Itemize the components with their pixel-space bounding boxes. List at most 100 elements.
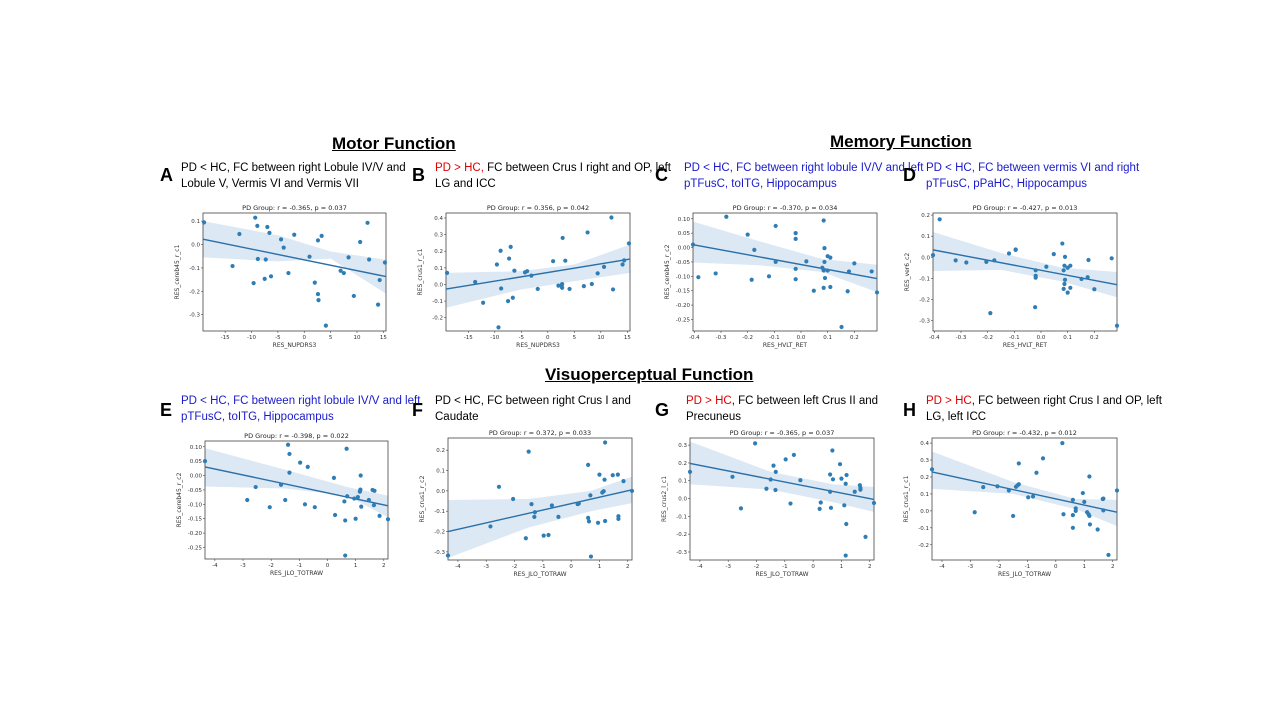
data-point xyxy=(298,460,303,465)
data-point xyxy=(267,505,272,510)
connection-description: , FC between left Crus II and Precuneus xyxy=(686,395,879,423)
y-tick-label: 0.05 xyxy=(190,459,203,465)
data-point xyxy=(738,506,744,511)
data-point xyxy=(1013,247,1018,252)
data-point xyxy=(556,283,561,288)
data-point xyxy=(1062,281,1067,287)
data-point xyxy=(331,475,337,480)
y-tick-label: -0.3 xyxy=(434,550,445,556)
x-tick-label: -0.2 xyxy=(982,335,993,341)
data-point xyxy=(312,505,317,510)
y-tick-label: 0.2 xyxy=(921,213,930,219)
data-point xyxy=(1061,512,1066,517)
data-point xyxy=(937,217,942,222)
y-tick-label: 0.0 xyxy=(678,497,687,503)
plot-title: PD Group: r = -0.398, p = 0.022 xyxy=(244,432,349,440)
y-tick-label: 0.0 xyxy=(191,243,200,249)
data-point xyxy=(581,284,586,289)
data-point xyxy=(473,279,478,285)
y-tick-label: -0.1 xyxy=(676,514,687,520)
panel-description-g: PD > HC, FC between left Crus II and Pre… xyxy=(686,393,926,425)
data-point xyxy=(601,489,606,494)
data-point xyxy=(1086,257,1091,263)
data-point xyxy=(283,497,288,503)
data-point xyxy=(237,231,242,237)
panel-letter-g: G xyxy=(655,400,670,420)
panel-description-a: PD < HC, FC between right Lobule IV/V an… xyxy=(181,160,421,192)
data-point xyxy=(532,514,537,519)
data-point xyxy=(278,482,284,487)
data-point xyxy=(1061,268,1066,273)
y-tick-label: -0.15 xyxy=(188,517,203,523)
data-point xyxy=(498,248,503,253)
scatter-plot-g: PD Group: r = -0.365, p = 0.037 -4 -3 -2 -1 0… xyxy=(661,429,877,578)
scatter-plot-f: PD Group: r = 0.372, p = 0.033 -4 -3 -2 -1 0 1… xyxy=(419,429,635,578)
y-tick-label: 0.0 xyxy=(434,282,443,288)
axes-frame xyxy=(447,437,633,561)
data-point xyxy=(1060,440,1065,446)
data-point xyxy=(821,285,826,290)
data-point xyxy=(869,269,874,274)
data-point xyxy=(595,271,600,276)
data-point xyxy=(358,239,363,245)
y-axis-label: RES_cereb45_r_c2 xyxy=(176,472,183,527)
data-point xyxy=(768,477,773,482)
group-contrast-label: PD > HC xyxy=(926,395,972,407)
y-tick-label: -0.25 xyxy=(188,545,203,551)
panel-letter-b: B xyxy=(412,165,425,185)
y-tick-label: 0.0 xyxy=(921,255,930,261)
data-point xyxy=(1033,275,1038,280)
data-point xyxy=(1080,490,1085,496)
data-point xyxy=(1044,264,1049,269)
data-point xyxy=(372,488,377,493)
x-tick-label: -10 xyxy=(247,335,256,341)
data-point xyxy=(852,489,857,494)
data-point xyxy=(1068,263,1073,268)
data-point xyxy=(1034,470,1039,475)
scatter-plot-e: PD Group: r = -0.398, p = 0.022 -4 -3 -2 -1 0… xyxy=(176,432,391,577)
data-point xyxy=(546,532,551,538)
data-point xyxy=(342,499,347,504)
data-point xyxy=(588,493,593,498)
data-point xyxy=(267,230,272,235)
y-tick-label: 0.10 xyxy=(678,217,691,223)
y-tick-label: 0.1 xyxy=(920,492,929,498)
connection-description: PD < HC, FC between right Crus I and Cau… xyxy=(435,395,631,423)
data-point xyxy=(622,258,627,263)
data-point xyxy=(353,516,358,521)
data-point xyxy=(1073,508,1078,513)
connection-description: PD < HC, FC between right Lobule IV/V an… xyxy=(181,162,406,190)
data-point xyxy=(535,286,540,292)
panel-letter-a: A xyxy=(160,165,173,185)
y-tick-label: -0.1 xyxy=(434,509,445,515)
data-point xyxy=(1070,512,1075,518)
x-tick-label: 2 xyxy=(868,564,872,570)
x-tick-label: 0.2 xyxy=(850,335,859,341)
data-point xyxy=(255,256,260,262)
data-point xyxy=(343,553,348,558)
data-point xyxy=(724,214,729,219)
y-axis-label: RES_crus2_l_c1 xyxy=(661,476,668,522)
data-point xyxy=(842,503,847,508)
y-tick-label: -0.3 xyxy=(919,318,930,324)
data-point xyxy=(597,472,602,477)
x-tick-label: 1 xyxy=(354,563,358,569)
panel-description-e: PD < HC, FC between right lobule IV/V an… xyxy=(181,393,421,425)
y-tick-label: -0.3 xyxy=(189,313,200,319)
connection-description: PD < HC, FC between right lobule IV/V an… xyxy=(684,162,924,190)
y-tick-label: -0.25 xyxy=(676,317,691,323)
panel-letter-f: F xyxy=(412,400,423,420)
x-tick-label: -0.1 xyxy=(769,335,780,341)
data-point xyxy=(512,268,517,273)
x-axis-label: RES_NUPDRS3 xyxy=(273,342,317,349)
panel-letter-d: D xyxy=(903,165,916,185)
x-tick-label: 10 xyxy=(597,335,604,341)
regression-line xyxy=(447,489,633,533)
data-point xyxy=(588,554,594,559)
y-tick-label: 0.3 xyxy=(434,233,443,239)
data-point xyxy=(1065,290,1070,295)
data-point xyxy=(375,302,381,307)
data-point xyxy=(367,257,372,262)
data-point xyxy=(846,269,852,274)
x-tick-label: -1 xyxy=(782,564,787,570)
